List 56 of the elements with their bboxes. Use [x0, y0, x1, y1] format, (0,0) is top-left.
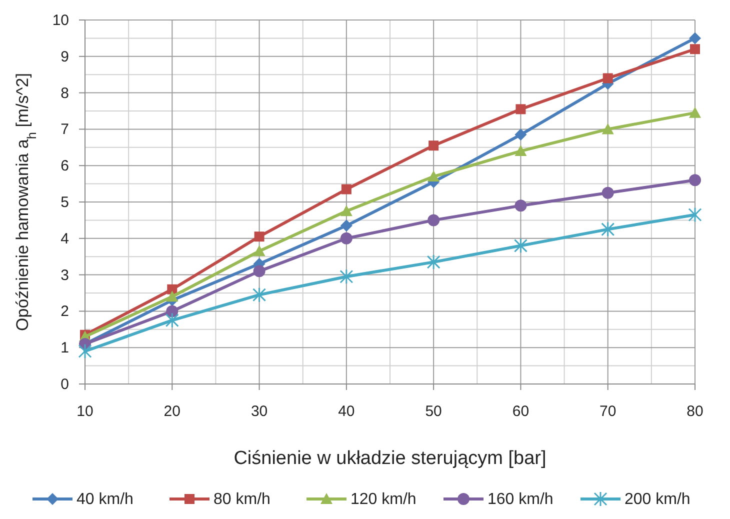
point [428, 170, 440, 182]
point [689, 32, 701, 44]
point [341, 184, 352, 194]
y-tick-label: 0 [60, 376, 69, 393]
x-tick-label: 10 [76, 403, 94, 420]
point [340, 220, 352, 232]
point [165, 312, 179, 328]
x-tick-label: 20 [164, 403, 180, 420]
y-tick-label: 6 [60, 158, 69, 175]
y-tick-label: 5 [60, 194, 69, 211]
point [254, 232, 264, 242]
point [514, 238, 528, 254]
point [688, 206, 702, 222]
point [689, 106, 701, 118]
point [690, 44, 700, 54]
point [514, 145, 527, 156]
x-tick-label: 50 [425, 403, 442, 420]
y-tick-label: 4 [60, 230, 69, 248]
point [252, 287, 266, 303]
point [602, 73, 613, 84]
point [601, 222, 615, 238]
y-tick-label: 10 [52, 12, 69, 29]
y-tick-label: 3 [60, 266, 69, 284]
point [428, 140, 439, 151]
point [689, 174, 701, 186]
x-tick-label: 40 [338, 403, 355, 420]
y-tick-label: 9 [60, 48, 69, 66]
y-tick-label: 8 [60, 84, 69, 102]
point [602, 186, 614, 199]
x-tick-label: 80 [686, 403, 704, 420]
y-tick-label: 2 [60, 303, 69, 320]
point [340, 205, 352, 216]
point [253, 265, 266, 278]
point [340, 232, 352, 244]
point [78, 343, 92, 359]
x-tick-label: 60 [512, 403, 530, 420]
x-tick-label: 70 [600, 403, 616, 420]
point [516, 104, 526, 114]
point [602, 123, 614, 134]
legend-label: 80 km/h [214, 491, 270, 508]
legend-label: 160 km/h [488, 491, 554, 508]
legend-label: 40 km/h [76, 491, 134, 508]
legend-label: 200 km/h [624, 491, 690, 508]
point [514, 128, 527, 141]
x-axis-title: Ciśnienie w układzie sterującym [bar] [234, 448, 546, 469]
y-tick-label: 1 [60, 340, 69, 357]
y-tick-label: 7 [60, 121, 69, 138]
point [340, 268, 354, 284]
point [253, 245, 266, 256]
point [166, 290, 178, 302]
point [426, 254, 440, 270]
point [428, 214, 440, 226]
point [166, 305, 178, 318]
point [514, 200, 527, 212]
x-tick-label: 30 [250, 403, 268, 420]
legend-label: 120 km/h [350, 491, 416, 508]
